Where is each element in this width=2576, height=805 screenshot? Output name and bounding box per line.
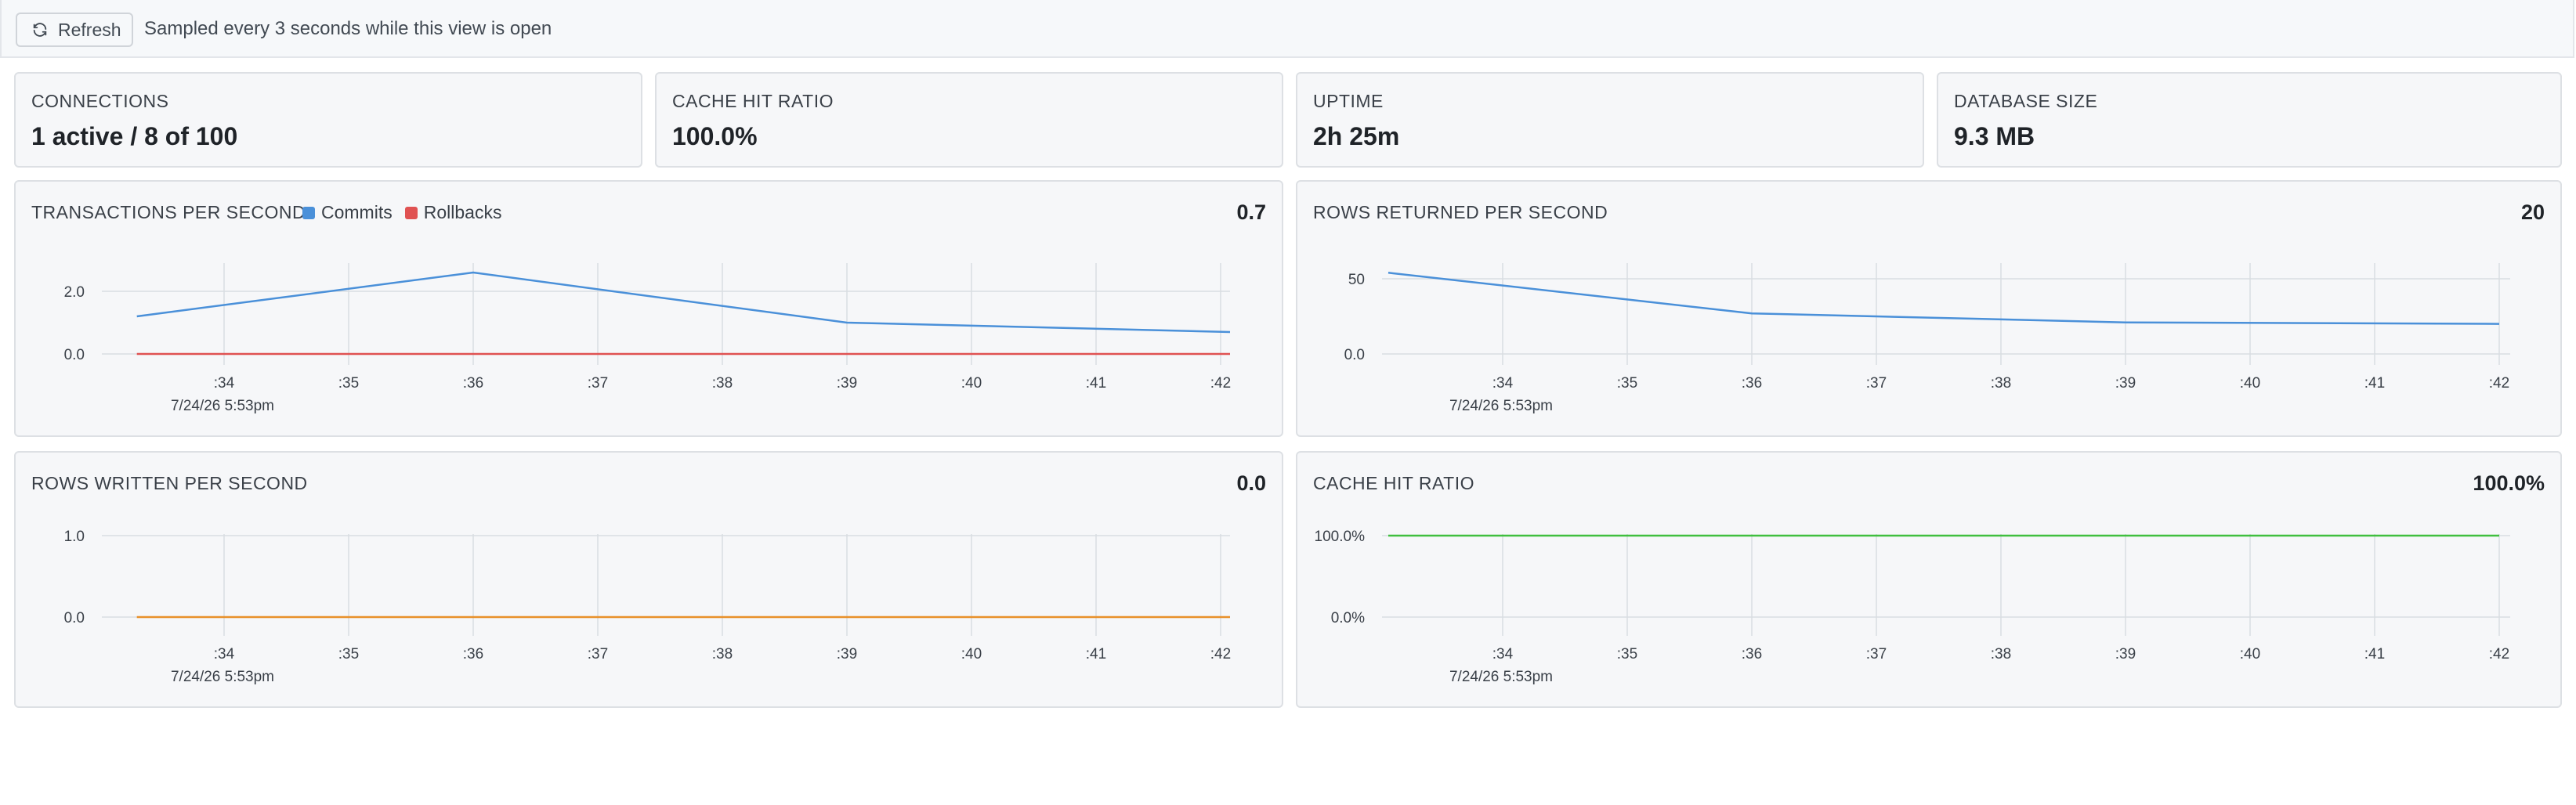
y-tick-label: 50 bbox=[1348, 272, 1365, 288]
legend-label: Commits bbox=[321, 202, 393, 222]
x-tick-label: :40 bbox=[2240, 646, 2260, 662]
x-tick-label: :40 bbox=[961, 646, 982, 662]
stat-value: 1 active / 8 of 100 bbox=[31, 122, 238, 150]
chart-card-rows-returned-per-second: ROWS RETURNED PER SECOND 20 :34 :35 :36 :37… bbox=[1296, 180, 2562, 437]
x-tick-label: :38 bbox=[712, 375, 733, 392]
x-date-label: 7/24/26 5:53pm bbox=[1449, 669, 1553, 685]
x-date-label: 7/24/26 5:53pm bbox=[171, 398, 274, 414]
chart-title: TRANSACTIONS PER SECOND bbox=[31, 202, 306, 222]
x-tick-label: :40 bbox=[961, 375, 982, 392]
x-tick-label: :36 bbox=[1742, 375, 1762, 392]
stat-value: 9.3 MB bbox=[1954, 122, 2035, 150]
chart-plot: :34 :35 :36 :37 :38 :39 :40 :41 :42 7/24/26 5:53p… bbox=[64, 529, 1232, 685]
x-tick-label: :37 bbox=[1866, 375, 1887, 392]
chart-current-value: 0.0 bbox=[1236, 471, 1266, 495]
series-line bbox=[1387, 272, 2500, 325]
chart-plot: :34 :35 :36 :37 :38 :39 :40 :41 :42 7/24/26 5:53p… bbox=[1315, 529, 2510, 685]
chart-title: ROWS WRITTEN PER SECOND bbox=[31, 473, 308, 493]
x-tick-label: :36 bbox=[463, 646, 483, 662]
chart-current-value: 100.0% bbox=[2473, 471, 2545, 495]
stat-card-database-size: DATABASE SIZE 9.3 MB bbox=[1937, 72, 2562, 168]
x-tick-label: :37 bbox=[588, 375, 608, 392]
x-tick-label: :37 bbox=[1866, 646, 1887, 662]
y-tick-label: 0.0 bbox=[64, 610, 85, 626]
x-date-label: 7/24/26 5:53pm bbox=[171, 669, 274, 685]
sampling-note: Sampled every 3 seconds while this view … bbox=[144, 18, 552, 39]
x-date-label: 7/24/26 5:53pm bbox=[1449, 398, 1553, 414]
x-tick-label: :35 bbox=[338, 375, 359, 392]
chart-plot: :34 :35 :36 :37 :38 :39 :40 :41 :42 7/24/26 5:53p… bbox=[64, 263, 1231, 414]
series-line-commits bbox=[136, 271, 1231, 334]
chart-current-value: 20 bbox=[2520, 200, 2545, 224]
legend-item-commits[interactable]: Commits bbox=[302, 202, 393, 223]
legend-label: Rollbacks bbox=[423, 202, 502, 222]
x-tick-label: :35 bbox=[1617, 375, 1637, 392]
x-tick-label: :34 bbox=[214, 375, 235, 392]
stat-label: UPTIME bbox=[1313, 91, 1384, 111]
x-tick-label: :42 bbox=[1210, 646, 1231, 662]
x-tick-label: :34 bbox=[1492, 375, 1514, 392]
chart-plot: :34 :35 :36 :37 :38 :39 :40 :41 :42 7/24/26 5:53p… bbox=[1344, 263, 2510, 414]
x-tick-label: :38 bbox=[712, 646, 733, 662]
legend-swatch bbox=[404, 206, 418, 219]
x-tick-label: :38 bbox=[1991, 375, 2011, 392]
x-tick-label: :41 bbox=[2364, 646, 2385, 662]
toolbar: Refresh Sampled every 3 seconds while th… bbox=[0, 0, 2574, 58]
x-tick-label: :40 bbox=[2240, 375, 2260, 392]
x-tick-label: :34 bbox=[214, 646, 235, 662]
y-tick-label: 0.0 bbox=[1344, 347, 1365, 363]
stat-card-cache-hit-ratio: CACHE HIT RATIO 100.0% bbox=[655, 72, 1283, 168]
y-tick-label: 100.0% bbox=[1315, 529, 1366, 545]
refresh-button-label: Refresh bbox=[58, 19, 121, 40]
chart-card-transactions-per-second: TRANSACTIONS PER SECOND Commits Rollback… bbox=[14, 180, 1283, 437]
chart-current-value: 0.7 bbox=[1236, 200, 1266, 224]
refresh-button[interactable]: Refresh bbox=[16, 13, 133, 47]
x-tick-label: :42 bbox=[2489, 646, 2509, 662]
stat-card-connections: CONNECTIONS 1 active / 8 of 100 bbox=[14, 72, 642, 168]
y-tick-label: 2.0 bbox=[64, 284, 85, 301]
x-tick-label: :36 bbox=[463, 375, 483, 392]
stat-label: DATABASE SIZE bbox=[1954, 91, 2098, 111]
x-tick-label: :41 bbox=[1086, 375, 1106, 392]
stat-value: 100.0% bbox=[672, 122, 758, 150]
refresh-icon bbox=[33, 23, 47, 37]
x-tick-label: :41 bbox=[1086, 646, 1106, 662]
chart-legend: Commits Rollbacks bbox=[302, 202, 514, 223]
x-tick-label: :42 bbox=[1210, 375, 1231, 392]
y-tick-label: 0.0 bbox=[64, 347, 85, 363]
legend-swatch bbox=[302, 206, 315, 219]
x-tick-label: :35 bbox=[338, 646, 359, 662]
x-tick-label: :38 bbox=[1991, 646, 2011, 662]
stat-value: 2h 25m bbox=[1313, 122, 1400, 150]
x-tick-label: :41 bbox=[2364, 375, 2385, 392]
chart-card-rows-written-per-second: ROWS WRITTEN PER SECOND 0.0 :34 :35 :36 :37… bbox=[14, 451, 1283, 708]
x-tick-label: :39 bbox=[837, 375, 857, 392]
legend-item-rollbacks[interactable]: Rollbacks bbox=[404, 202, 502, 223]
x-tick-label: :39 bbox=[837, 646, 857, 662]
y-tick-label: 0.0% bbox=[1331, 610, 1365, 626]
x-tick-label: :39 bbox=[2115, 646, 2136, 662]
stat-label: CONNECTIONS bbox=[31, 91, 169, 111]
x-tick-label: :39 bbox=[2115, 375, 2136, 392]
chart-title: ROWS RETURNED PER SECOND bbox=[1313, 202, 1608, 222]
x-tick-label: :42 bbox=[2489, 375, 2509, 392]
stat-card-uptime: UPTIME 2h 25m bbox=[1296, 72, 1924, 168]
x-tick-label: :37 bbox=[588, 646, 608, 662]
y-tick-label: 1.0 bbox=[64, 529, 85, 545]
x-tick-label: :34 bbox=[1492, 646, 1514, 662]
chart-card-cache-hit-ratio: CACHE HIT RATIO 100.0% :34:35:36:37:38:3… bbox=[1296, 451, 2562, 708]
x-tick-label: :36 bbox=[1742, 646, 1762, 662]
x-tick-label: :35 bbox=[1617, 646, 1637, 662]
stat-label: CACHE HIT RATIO bbox=[672, 91, 834, 111]
chart-title: CACHE HIT RATIO bbox=[1313, 473, 1474, 493]
